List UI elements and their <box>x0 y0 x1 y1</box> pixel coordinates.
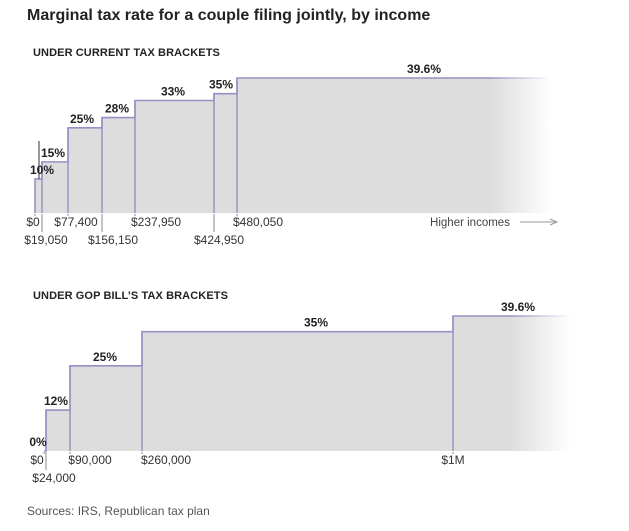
current-brackets-heading: UNDER CURRENT TAX BRACKETS <box>33 47 220 59</box>
income-label: $24,000 <box>32 471 76 485</box>
income-label: $0 <box>26 215 40 229</box>
income-label: $1M <box>441 453 464 467</box>
higher-incomes-note: Higher incomes <box>430 217 510 229</box>
rate-label: 28% <box>105 102 129 116</box>
rate-label: 39.6% <box>407 62 441 76</box>
income-label: $424,950 <box>194 233 244 247</box>
right-fade <box>510 314 572 453</box>
gop-brackets-heading: UNDER GOP BILL’S TAX BRACKETS <box>33 290 229 302</box>
rate-label: 25% <box>70 112 94 126</box>
income-label: $77,400 <box>54 215 98 229</box>
bracket-bar <box>46 410 70 451</box>
bracket-bar <box>70 365 142 451</box>
income-label: $237,950 <box>131 215 181 229</box>
rate-label: 12% <box>44 394 68 408</box>
income-label: $0 <box>30 453 44 467</box>
income-label: $480,050 <box>233 215 283 229</box>
rate-label: 35% <box>209 78 233 92</box>
rate-label: 25% <box>93 350 117 364</box>
bracket-bar <box>35 178 42 213</box>
rate-label: 35% <box>304 316 328 330</box>
bracket-bar <box>42 161 68 213</box>
current-brackets-chart: 10% 15% 25% 28% 33% 35% 39.6% $0 $19,050 $77,400 $… <box>24 62 559 247</box>
bracket-bar <box>135 100 214 213</box>
rate-label: 0% <box>29 435 47 449</box>
income-label: $156,150 <box>88 233 138 247</box>
gop-brackets-chart: 0% 12% 25% 35% 39.6% $0 $24,000 $90,000 $260,000… <box>29 300 572 485</box>
rate-label: 15% <box>41 146 65 160</box>
arrow-head-icon <box>549 218 559 226</box>
bracket-bar <box>142 331 453 451</box>
income-label: $19,050 <box>24 233 68 247</box>
source-note: Sources: IRS, Republican tax plan <box>27 504 210 518</box>
bracket-bar <box>102 117 135 213</box>
bracket-bar <box>214 93 237 213</box>
rate-label: 10% <box>30 163 54 177</box>
income-label: $90,000 <box>68 453 112 467</box>
chart-title: Marginal tax rate for a couple filing jo… <box>27 7 431 24</box>
rate-label: 39.6% <box>501 300 535 314</box>
income-label: $260,000 <box>141 453 191 467</box>
bracket-bar <box>68 127 102 213</box>
rate-label: 33% <box>161 85 185 99</box>
right-fade <box>490 76 552 215</box>
